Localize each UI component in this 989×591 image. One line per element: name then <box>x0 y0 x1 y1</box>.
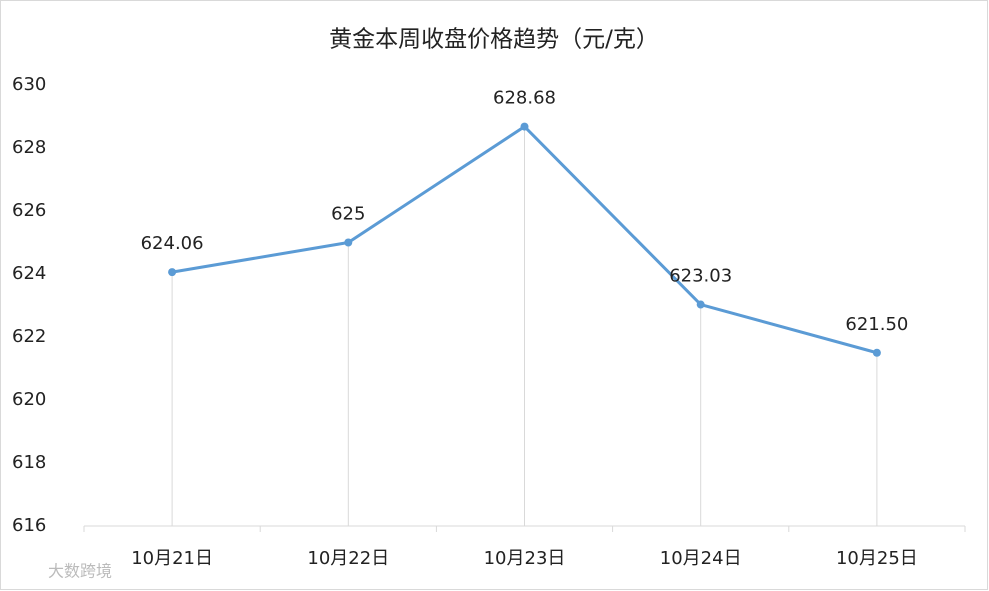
x-tick-label: 10月21日 <box>131 548 213 569</box>
y-tick-label: 630 <box>12 74 46 95</box>
y-tick-label: 616 <box>12 515 46 536</box>
y-tick-label: 628 <box>12 137 46 158</box>
data-label: 624.06 <box>141 233 204 254</box>
data-label: 625 <box>331 204 365 225</box>
data-point <box>872 348 881 357</box>
chart-title: 黄金本周收盘价格趋势（元/克） <box>329 27 659 53</box>
y-tick-label: 620 <box>12 389 46 410</box>
data-label: 628.68 <box>493 88 556 109</box>
y-tick-label: 626 <box>12 200 46 221</box>
data-point <box>696 300 705 309</box>
data-point <box>168 268 177 277</box>
y-tick-label: 624 <box>12 263 46 284</box>
y-tick-label: 622 <box>12 326 46 347</box>
x-tick-label: 10月22日 <box>307 548 389 569</box>
data-point <box>520 122 529 131</box>
data-point <box>344 238 353 247</box>
data-label: 621.50 <box>845 314 908 335</box>
x-tick-label: 10月25日 <box>836 548 918 569</box>
x-tick-label: 10月24日 <box>660 548 742 569</box>
y-tick-label: 618 <box>12 452 46 473</box>
x-tick-label: 10月23日 <box>484 548 566 569</box>
watermark: 大数跨境 <box>48 562 112 581</box>
data-label: 623.03 <box>669 266 732 287</box>
